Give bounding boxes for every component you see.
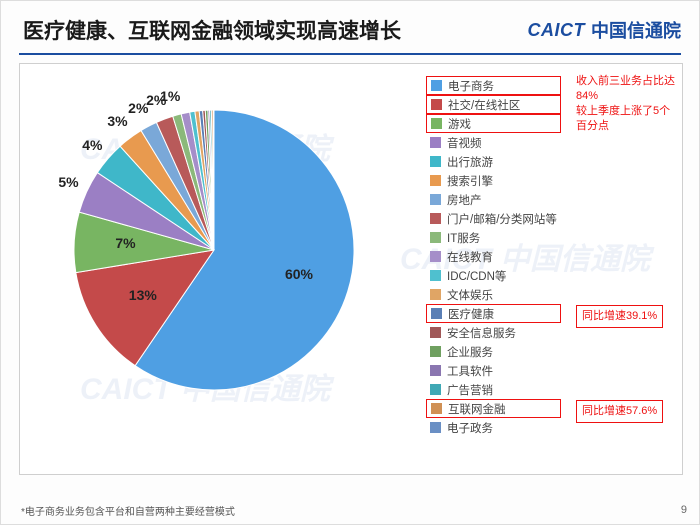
pie-slice-label: 7% xyxy=(115,235,135,251)
legend-label: IDC/CDN等 xyxy=(447,268,506,284)
legend-item: 社交/在线社区 xyxy=(426,95,561,114)
legend-swatch xyxy=(430,327,441,338)
legend-swatch xyxy=(430,289,441,300)
legend-swatch xyxy=(430,213,441,224)
legend-item: 音视频 xyxy=(426,133,561,152)
legend-label: 电子政务 xyxy=(447,420,493,436)
legend-label: 互联网金融 xyxy=(448,401,506,417)
legend-label: 音视频 xyxy=(447,135,482,151)
legend-swatch xyxy=(430,422,441,433)
legend-label: 在线教育 xyxy=(447,249,493,265)
legend-item: 搜索引擎 xyxy=(426,171,561,190)
legend-swatch xyxy=(431,80,442,91)
pie-slice-label: 60% xyxy=(285,266,313,282)
legend-swatch xyxy=(430,365,441,376)
pie-chart: 60%13%7%5%4%3%2%2%1% xyxy=(64,100,364,400)
legend-item: 门户/邮箱/分类网站等 xyxy=(426,209,561,228)
logo-mark: CAICT xyxy=(528,20,586,41)
legend-item: 电子商务 xyxy=(426,76,561,95)
legend-swatch xyxy=(430,137,441,148)
legend-swatch xyxy=(430,232,441,243)
pie-slice-label: 3% xyxy=(107,113,127,129)
legend-label: 出行旅游 xyxy=(447,154,493,170)
legend-swatch xyxy=(431,403,442,414)
brand-logo: CAICT 中国信通院 xyxy=(528,17,682,43)
logo-cn: 中国信通院 xyxy=(591,17,681,43)
legend-item: 企业服务 xyxy=(426,342,561,361)
legend-item: 广告营销 xyxy=(426,380,561,399)
legend-item: 安全信息服务 xyxy=(426,323,561,342)
legend-item: 在线教育 xyxy=(426,247,561,266)
legend-label: 医疗健康 xyxy=(448,306,494,322)
legend-swatch xyxy=(430,251,441,262)
page-title: 医疗健康、互联网金融领域实现高速增长 xyxy=(23,15,401,45)
legend-label: 房地产 xyxy=(447,192,482,208)
legend-item: 工具软件 xyxy=(426,361,561,380)
legend-swatch xyxy=(430,175,441,186)
legend-item: 房地产 xyxy=(426,190,561,209)
legend-label: 门户/邮箱/分类网站等 xyxy=(447,211,557,227)
legend-label: 广告营销 xyxy=(447,382,493,398)
legend-swatch xyxy=(430,194,441,205)
header-rule xyxy=(19,53,681,55)
page-number: 9 xyxy=(681,504,687,516)
legend-swatch xyxy=(430,156,441,167)
legend-label: 社交/在线社区 xyxy=(448,97,520,113)
pie-legend: 电子商务社交/在线社区游戏音视频出行旅游搜索引擎房地产门户/邮箱/分类网站等 IT… xyxy=(426,76,561,437)
pie-slice-label: 13% xyxy=(129,287,157,303)
legend-swatch xyxy=(430,270,441,281)
legend-label: 安全信息服务 xyxy=(447,325,516,341)
legend-label: 电子商务 xyxy=(448,78,494,94)
legend-item: 互联网金融 xyxy=(426,399,561,418)
legend-swatch xyxy=(430,346,441,357)
legend-label: IT服务 xyxy=(447,230,480,246)
annotation-fintech: 同比增速57.6% xyxy=(576,400,676,423)
legend-item: 出行旅游 xyxy=(426,152,561,171)
legend-label: 企业服务 xyxy=(447,344,493,360)
pie-slice-label: 4% xyxy=(82,137,102,153)
annotation-medical: 同比增速39.1% xyxy=(576,305,676,328)
legend-item: IDC/CDN等 xyxy=(426,266,561,285)
pie-slice-label: 1% xyxy=(160,88,180,104)
legend-label: 文体娱乐 xyxy=(447,287,493,303)
annotation-top3: 收入前三业务占比达84% 较上季度上涨了5个百分点 xyxy=(576,74,676,133)
legend-item: 游戏 xyxy=(426,114,561,133)
legend-label: 搜索引擎 xyxy=(447,173,493,189)
legend-item: 医疗健康 xyxy=(426,304,561,323)
pie-slice-label: 5% xyxy=(58,174,78,190)
legend-swatch xyxy=(431,118,442,129)
legend-swatch xyxy=(430,384,441,395)
legend-item: 电子政务 xyxy=(426,418,561,437)
legend-item: IT服务 xyxy=(426,228,561,247)
chart-frame: CAICT 中国信通院 CAICT 中国信通院 CAICT 中国信通院 60%1… xyxy=(19,63,683,475)
legend-swatch xyxy=(431,99,442,110)
legend-label: 工具软件 xyxy=(447,363,493,379)
footnote: *电子商务业务包含平台和自营两种主要经营模式 xyxy=(21,503,235,518)
legend-item: 文体娱乐 xyxy=(426,285,561,304)
legend-swatch xyxy=(431,308,442,319)
legend-label: 游戏 xyxy=(448,116,471,132)
